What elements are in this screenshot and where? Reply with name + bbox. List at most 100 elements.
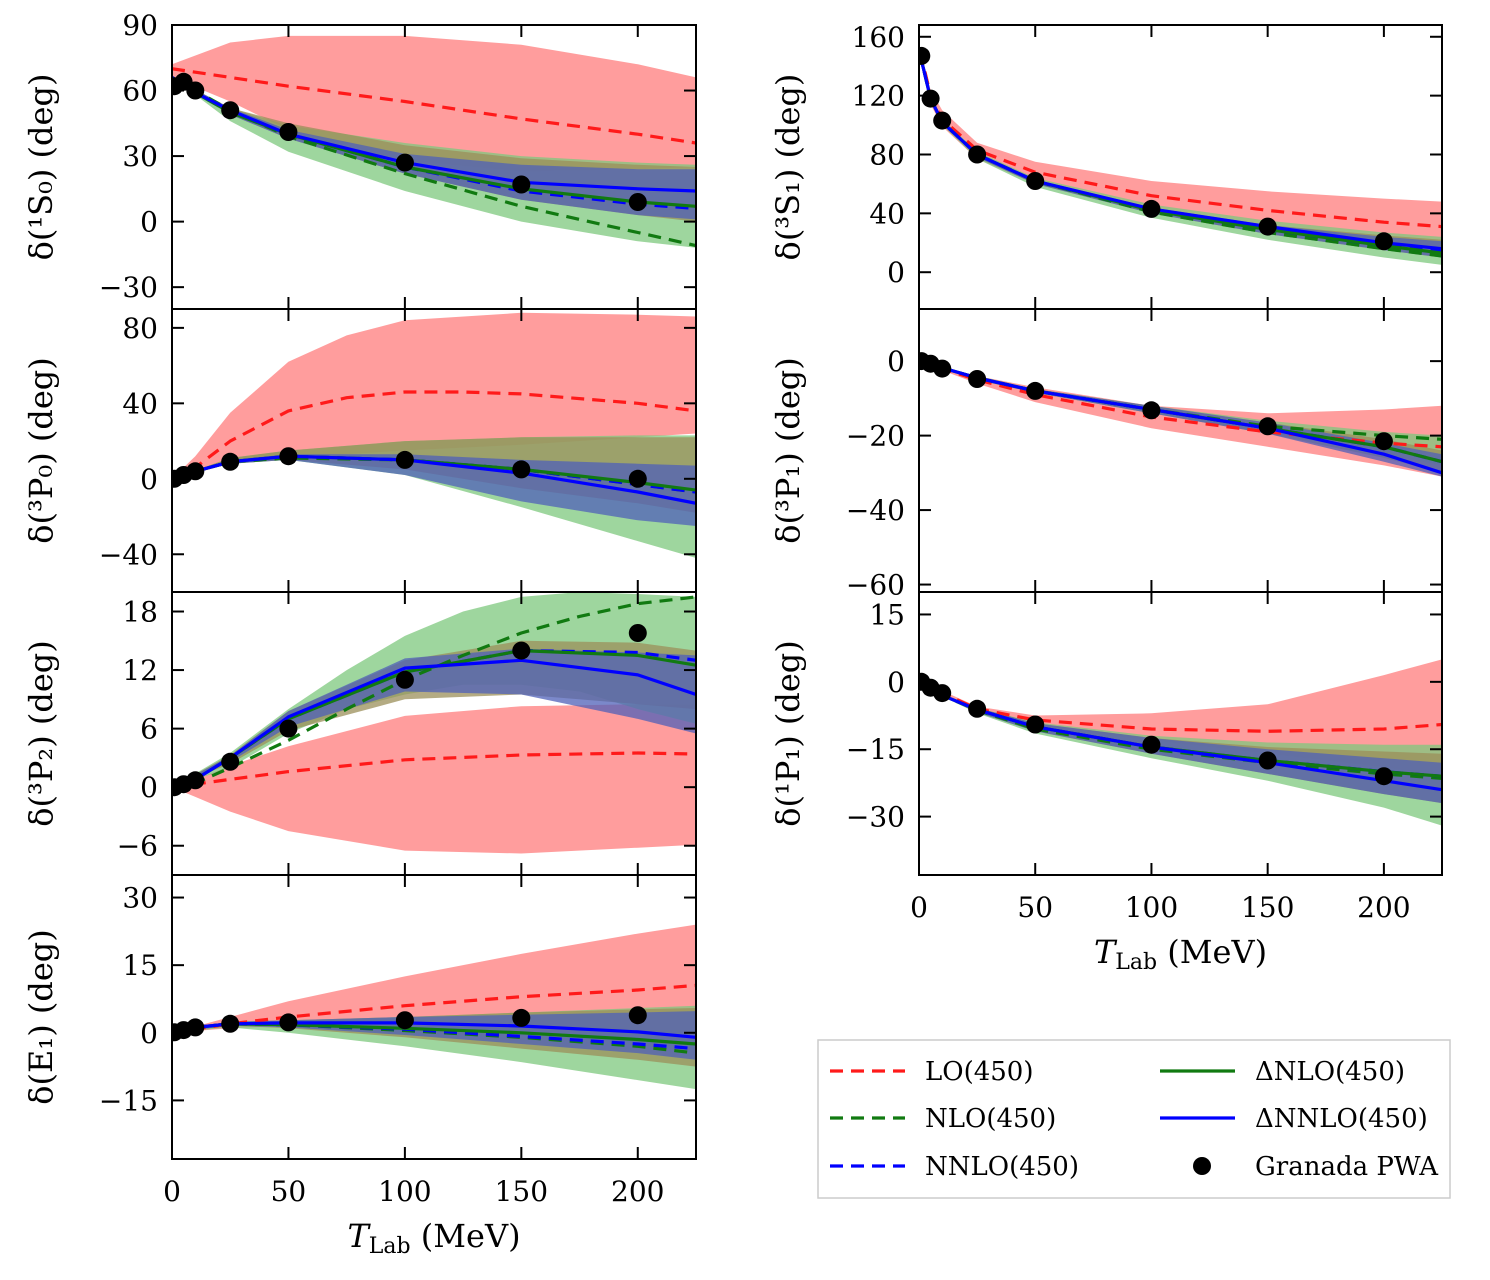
band-LO(450) [919,361,1442,477]
granada-point [221,752,240,771]
panel-3S1: 0 40 80 120 160 δ(³S₁) (deg) [769,21,1443,310]
y-tick-label: 18 [122,596,158,629]
band-LO(450) [919,48,1442,249]
granada-point [921,89,940,108]
line-LO(450) [172,67,696,145]
granada-point [1026,715,1045,734]
granada-point [395,450,414,469]
plot-area [172,592,696,854]
granada-point [1142,199,1161,218]
band-ΔNNLO(450) [919,681,1442,804]
x-tick-label: 50 [271,1175,307,1208]
granada-point [186,771,205,790]
line-LO(450) [172,751,696,789]
granada-point [1258,751,1277,770]
plot-area [172,35,696,248]
legend-label: NNLO(450) [925,1152,1079,1182]
panel-1P1: 0 50 100 150 200 −30 −15 0 15 δ(¹P₁) (deg) TLab (M… [769,591,1443,975]
y-axis-label: δ(³P₂) (deg) [22,640,60,826]
panel-E1: 0 50 100 150 200 −15 0 15 30 δ(E₁) (deg) TLab (MeV… [22,874,697,1259]
panel-1S0: −30 0 30 60 90 δ(¹S₀) (deg) [22,9,697,310]
x-axis-label: TLab (MeV) [1094,933,1267,975]
y-axis-label: δ(³P₁) (deg) [769,357,807,543]
y-tick-label: 120 [852,80,905,113]
band-LO(450) [172,35,696,172]
granada-point [279,1013,298,1032]
legend-label: NLO(450) [925,1104,1056,1134]
y-tick-label: 160 [852,21,905,54]
x-tick-label: 0 [910,891,928,924]
granada-point [968,370,987,388]
y-tick-label: 30 [122,140,158,173]
y-tick-label: 60 [122,75,158,108]
granada-point [221,101,240,120]
granada-point [968,145,987,164]
y-axis-label: δ(³P₀) (deg) [22,357,60,543]
x-tick-label: 0 [163,1175,181,1208]
y-tick-label: −15 [846,733,905,766]
y-tick-label: 0 [140,1017,158,1050]
y-tick-label: 30 [122,882,158,915]
legend-label: Granada PWA [1255,1152,1439,1182]
y-tick-label: −30 [99,271,158,304]
granada-point [919,46,931,65]
y-tick-label: 40 [122,387,158,420]
y-tick-label: 0 [140,463,158,496]
y-tick-label: −20 [846,420,905,453]
granada-point [279,719,298,738]
line-ΔNNLO(450) [919,51,1442,251]
plot-area [172,924,696,1090]
y-tick-label: 80 [122,312,158,345]
line-LO(450) [172,390,696,481]
y-tick-label: 0 [887,345,905,378]
granada-point [1374,432,1393,451]
granada-point [512,175,531,194]
x-tick-label: 200 [1357,891,1410,924]
granada-point [221,452,240,471]
axes-frame [918,591,1443,876]
legend-label: ΔNNLO(450) [1255,1104,1428,1134]
granada-point [279,447,298,466]
panel-3P2: −6 0 6 12 18 δ(³P₂) (deg) [22,591,697,876]
granada-point [933,111,952,130]
granada-point [512,460,531,479]
granada-point [1026,172,1045,190]
y-axis-label: δ(¹P₁) (deg) [769,640,807,826]
y-tick-label: −60 [846,569,905,602]
granada-point [933,359,952,378]
band-LO(450) [172,704,696,854]
legend: LO(450) ΔNLO(450) NLO(450) ΔNNLO(450) NNLO(4… [817,1039,1451,1199]
x-tick-label: 150 [1241,891,1294,924]
granada-point [1374,767,1393,786]
y-tick-label: 15 [122,949,158,982]
plot-area [919,352,1442,477]
y-tick-label: 12 [122,654,158,687]
legend-box [817,1039,1451,1199]
granada-point [512,641,531,660]
band-ΔNNLO(450) [172,648,696,788]
x-tick-label: 200 [611,1175,664,1208]
granada-point [628,1006,647,1025]
panel-3P0: −40 0 40 80 δ(³P₀) (deg) [22,308,697,593]
x-tick-label: 100 [378,1175,431,1208]
y-axis-label: δ(E₁) (deg) [22,929,60,1104]
y-tick-label: 80 [869,138,905,171]
x-tick-label: 50 [1017,891,1053,924]
y-tick-label: −15 [99,1084,158,1117]
y-tick-label: 15 [869,598,905,631]
y-tick-label: −40 [846,494,905,527]
y-axis-label: δ(¹S₀) (deg) [22,74,60,261]
granada-point [279,123,298,141]
panel-3P1: −60 −40 −20 0 δ(³P₁) (deg) [769,308,1443,602]
granada-point [628,624,647,642]
granada-point [968,699,987,718]
y-tick-label: 90 [122,9,158,42]
x-tick-label: 100 [1125,891,1178,924]
granada-point [1374,232,1393,251]
x-axis-label: TLab (MeV) [347,1217,520,1259]
band-ΔNNLO(450) [172,454,696,526]
granada-point [1258,417,1277,436]
y-tick-label: 0 [140,771,158,804]
plot-area [172,312,696,558]
